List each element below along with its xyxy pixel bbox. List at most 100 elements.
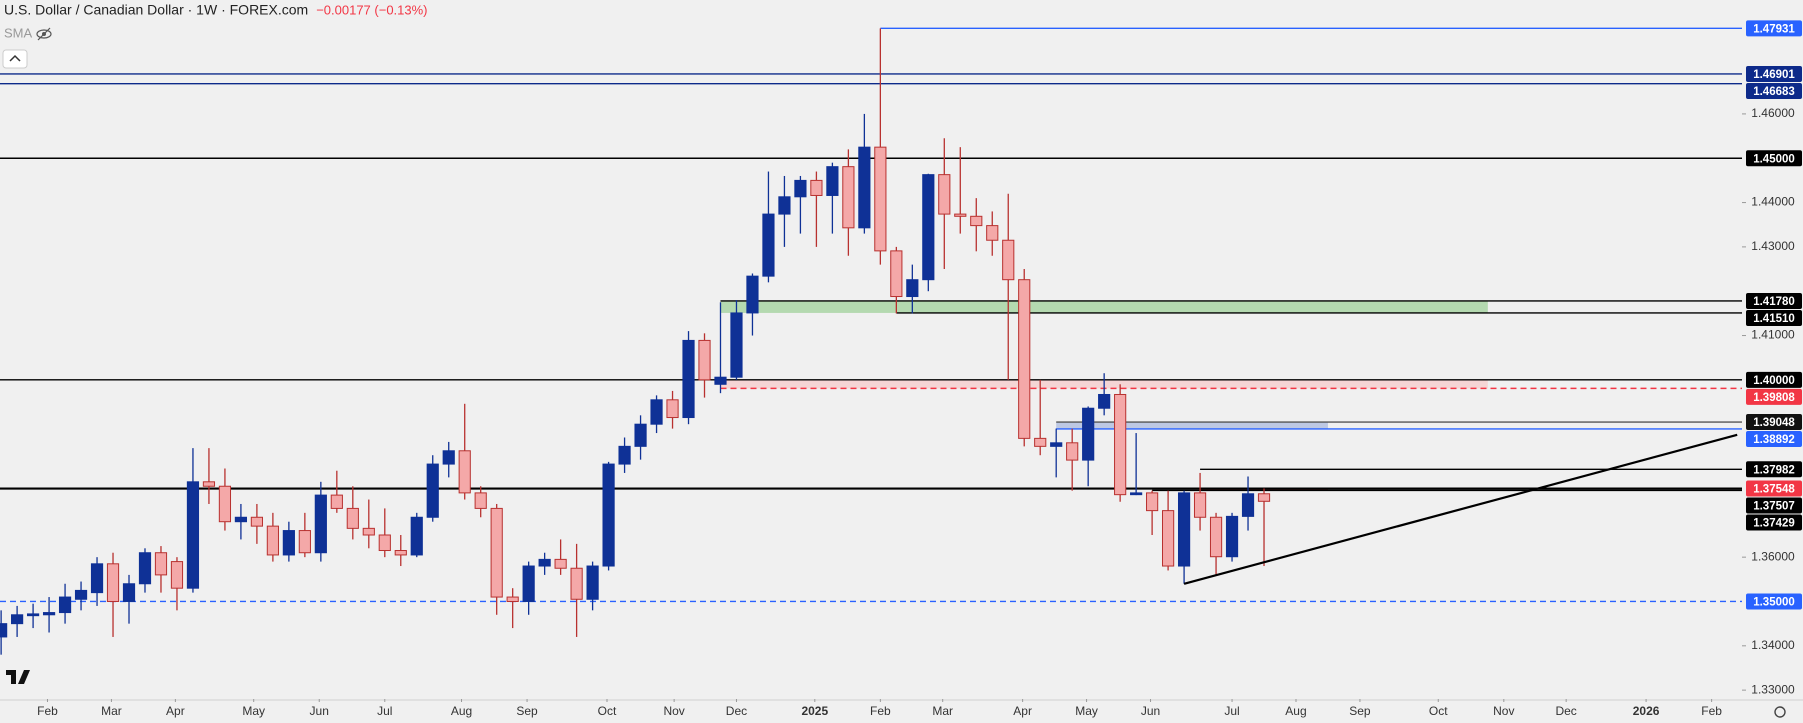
- candle-body: [906, 279, 919, 298]
- x-tick-label: Oct: [1429, 704, 1448, 718]
- candle-body: [90, 563, 104, 594]
- candle-body: [186, 481, 200, 589]
- price-tag: [1746, 388, 1802, 405]
- candle-body: [922, 174, 935, 281]
- candle-body: [1225, 515, 1239, 558]
- candle-body: [410, 516, 423, 556]
- x-tick-label: Nov: [663, 704, 684, 718]
- y-tick-label: 1.41000: [1751, 328, 1795, 342]
- x-tick-label: Aug: [451, 704, 472, 718]
- candle-body: [986, 225, 999, 241]
- price-tag-label: 1.46683: [1753, 86, 1795, 98]
- price-tag-label: 1.47931: [1753, 23, 1795, 35]
- price-tag: [1746, 292, 1802, 309]
- price-tag: [1746, 371, 1802, 388]
- candle-body: [202, 481, 216, 487]
- indicator-label: SMA: [4, 25, 33, 40]
- price-tag: [1746, 309, 1802, 326]
- candle-body: [1257, 493, 1271, 502]
- x-tick-label: 2025: [801, 704, 828, 718]
- chart-title: U.S. Dollar / Canadian Dollar · 1W · FOR…: [4, 2, 308, 18]
- price-tag-label: 1.37982: [1753, 464, 1795, 476]
- candle-body: [778, 196, 791, 215]
- trendline: [1183, 433, 1738, 585]
- zone: [1056, 422, 1328, 429]
- candle-body: [682, 339, 695, 419]
- candle-body: [1066, 442, 1079, 461]
- settings-icon[interactable]: [1774, 706, 1786, 718]
- candle-body: [1002, 239, 1015, 281]
- candle-body: [602, 463, 615, 567]
- candle-body: [234, 516, 248, 523]
- price-tag-label: 1.37507: [1753, 501, 1795, 513]
- x-tick-label: 2026: [1633, 704, 1660, 718]
- candle-body: [490, 507, 503, 598]
- price-tag-label: 1.39048: [1753, 417, 1795, 429]
- candle-body: [1193, 492, 1207, 518]
- candle-body: [730, 312, 743, 378]
- price-tag-label: 1.37429: [1753, 518, 1795, 530]
- candle-body: [106, 563, 120, 602]
- candle-body: [954, 213, 967, 217]
- x-tick-label: Sep: [516, 704, 538, 718]
- price-tag-label: 1.35000: [1753, 597, 1795, 609]
- candle-body: [298, 530, 311, 554]
- candle-body: [586, 565, 599, 600]
- candle-body: [826, 166, 839, 196]
- candle-body: [506, 596, 519, 602]
- x-tick-label: Oct: [598, 704, 617, 718]
- x-tick-label: Mar: [932, 704, 953, 718]
- price-tag: [1746, 82, 1802, 99]
- candle-body: [1162, 510, 1175, 567]
- candle-body: [11, 614, 24, 625]
- candle-body: [522, 565, 535, 602]
- candle-body: [26, 613, 40, 617]
- x-tick-label: Jul: [377, 704, 392, 718]
- y-tick-label: 1.34000: [1751, 638, 1795, 652]
- price-tag-label: 1.39808: [1753, 392, 1795, 404]
- candle-body: [1241, 493, 1255, 517]
- candle-body: [378, 534, 391, 552]
- collapse-button[interactable]: [2, 49, 28, 69]
- candle-body: [634, 423, 647, 447]
- candle-body: [1018, 279, 1031, 439]
- price-tag: [1746, 461, 1802, 478]
- price-tag: [1746, 20, 1802, 37]
- candle-body: [1114, 393, 1127, 496]
- price-tag: [1746, 150, 1802, 167]
- candle-body: [0, 623, 8, 638]
- price-tag-label: 1.45000: [1753, 153, 1795, 165]
- candle-body: [218, 485, 232, 523]
- candle-body: [746, 275, 759, 314]
- candle-body: [858, 146, 871, 229]
- price-tag-label: 1.41510: [1753, 313, 1795, 325]
- candle-body: [570, 567, 583, 600]
- logo: [6, 670, 30, 684]
- price-change: −0.00177 (−0.13%): [316, 2, 427, 17]
- candle-body: [874, 146, 887, 252]
- candle-body: [1082, 407, 1095, 461]
- x-tick-label: Feb: [37, 704, 58, 718]
- candle-body: [554, 558, 567, 569]
- visibility-icon[interactable]: [36, 27, 52, 41]
- candle-body: [250, 516, 263, 527]
- y-tick-label: 1.44000: [1751, 195, 1795, 209]
- x-tick-label: Sep: [1349, 704, 1371, 718]
- y-tick-label: 1.36000: [1751, 549, 1795, 563]
- candle-body: [970, 215, 983, 227]
- candle-body: [698, 339, 711, 381]
- x-tick-label: Aug: [1285, 704, 1306, 718]
- candle-body: [938, 174, 951, 215]
- y-tick-label: 1.43000: [1751, 239, 1795, 253]
- candle-body: [362, 527, 375, 536]
- candle-body: [474, 492, 487, 509]
- x-tick-label: Apr: [166, 704, 185, 718]
- candle-body: [122, 583, 136, 602]
- candle-body: [1050, 442, 1063, 447]
- candle-body: [1034, 437, 1047, 447]
- candle-body: [426, 463, 439, 518]
- zone: [720, 300, 1488, 313]
- candle-body: [458, 450, 471, 494]
